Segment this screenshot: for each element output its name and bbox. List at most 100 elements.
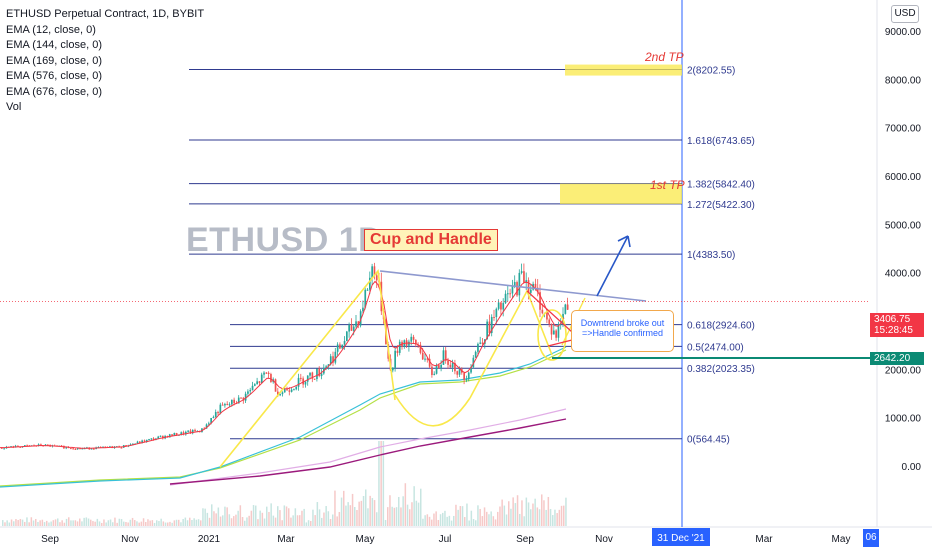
volume-bar <box>270 503 272 526</box>
candle-body <box>277 391 279 396</box>
volume-bar <box>477 505 479 526</box>
volume-bar <box>107 520 110 526</box>
candle-body <box>74 448 77 450</box>
volume-bar <box>428 516 431 526</box>
pattern-label: Cup and Handle <box>364 229 498 251</box>
x-tick-label: Mar <box>277 534 295 545</box>
fib-level-label: 0.5(2474.00) <box>687 342 744 353</box>
candle-body <box>396 350 399 353</box>
volume-bar <box>369 495 371 526</box>
volume-bar <box>79 518 81 526</box>
volume-bar <box>94 521 96 526</box>
candle-body <box>447 360 449 365</box>
candle-body <box>440 364 442 368</box>
volume-bar <box>494 519 497 526</box>
volume-bar <box>211 504 213 526</box>
volume-bar <box>325 506 327 526</box>
ema-144-line <box>0 346 567 488</box>
volume-bar <box>457 509 459 526</box>
volume-bar <box>404 483 407 526</box>
volume-bar <box>437 519 440 526</box>
volume-bar <box>321 517 323 526</box>
volume-bar <box>521 500 523 526</box>
candle-body <box>318 368 321 377</box>
volume-bar <box>327 511 330 526</box>
volume-bar <box>8 522 11 526</box>
candle-body <box>438 365 440 368</box>
y-tick-label: 1000.00 <box>885 414 922 425</box>
volume-bar <box>343 490 345 526</box>
volume-bar <box>400 507 402 526</box>
candle-body <box>392 367 394 371</box>
volume-bar <box>338 512 341 526</box>
volume-bar <box>171 522 173 526</box>
volume-bar <box>127 522 129 526</box>
volume-bar <box>431 519 433 526</box>
volume-bar <box>389 495 391 526</box>
volume-bar <box>226 507 228 526</box>
candle-body <box>247 391 249 394</box>
volume-bar <box>444 510 446 526</box>
volume-bar <box>213 511 215 526</box>
volume-bar <box>140 521 143 526</box>
volume-bar <box>279 510 281 526</box>
volume-bar <box>424 515 426 526</box>
candle-body <box>421 352 424 360</box>
volume-bar <box>547 496 550 526</box>
candle-body <box>70 448 72 450</box>
volume-bar <box>373 500 376 526</box>
volume-bar <box>435 511 437 526</box>
second-tp-zone <box>565 64 682 76</box>
candle-body <box>19 446 22 448</box>
candle-body <box>313 378 316 380</box>
candle-body <box>141 440 143 443</box>
volume-bar <box>153 522 156 526</box>
candle-body <box>458 369 461 375</box>
time-badge[interactable]: 06 <box>863 529 879 547</box>
fib-level-label: 2(8202.55) <box>687 66 735 77</box>
candle-body <box>221 404 224 406</box>
candle-body <box>352 326 355 331</box>
candle-body <box>83 448 86 450</box>
volume-bar <box>162 521 165 526</box>
volume-bar <box>246 517 248 526</box>
volume-bar <box>237 510 239 526</box>
volume-bar <box>68 517 70 526</box>
volume-bar <box>545 509 547 526</box>
volume-bar <box>257 519 259 526</box>
volume-bar <box>250 510 253 526</box>
candle-body <box>550 323 553 335</box>
candle-body <box>334 351 337 363</box>
candle-body <box>219 404 222 414</box>
y-tick-label: 6000.00 <box>885 172 922 183</box>
volume-bar <box>116 522 118 526</box>
x-tick-label: May <box>832 534 851 545</box>
volume-bar <box>160 518 162 526</box>
currency-button[interactable]: USD <box>891 5 919 23</box>
volume-bar <box>87 518 90 526</box>
candle-body <box>104 446 107 448</box>
volume-bar <box>356 509 358 526</box>
volume-bar <box>169 521 171 526</box>
candle-body <box>309 372 311 376</box>
candle-body <box>511 285 514 294</box>
volume-bar <box>202 508 204 526</box>
volume-bar <box>43 522 46 526</box>
ema-12-line <box>0 280 565 449</box>
date-cursor-label: 31 Dec '21 <box>657 533 705 544</box>
candle-body <box>65 447 68 449</box>
volume-bar <box>402 496 404 526</box>
volume-bar <box>37 521 39 526</box>
volume-bar <box>200 520 202 526</box>
candle-body <box>557 324 560 338</box>
candle-body <box>495 308 498 318</box>
volume-bar <box>534 498 536 526</box>
ema-169-line <box>0 349 567 487</box>
volume-bar <box>59 522 61 526</box>
y-tick-label: 9000.00 <box>885 27 922 38</box>
candle-body <box>187 430 189 432</box>
candle-body <box>442 350 445 365</box>
volume-bar <box>294 508 297 526</box>
x-tick-label: Nov <box>121 534 139 545</box>
